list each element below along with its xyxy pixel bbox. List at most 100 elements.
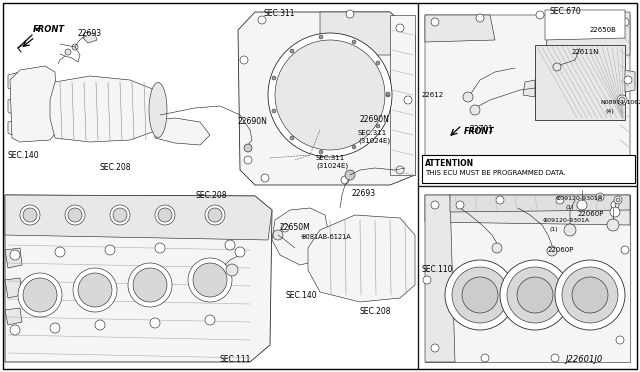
Text: N08911-1062G: N08911-1062G xyxy=(600,99,640,105)
Circle shape xyxy=(188,258,232,302)
Circle shape xyxy=(431,201,439,209)
Circle shape xyxy=(275,40,385,150)
Circle shape xyxy=(386,92,390,96)
Bar xyxy=(535,45,625,120)
Polygon shape xyxy=(425,15,495,42)
Text: ATTENTION: ATTENTION xyxy=(425,158,474,167)
Circle shape xyxy=(55,247,65,257)
Circle shape xyxy=(507,267,563,323)
Polygon shape xyxy=(50,76,158,142)
Text: (31024E): (31024E) xyxy=(358,138,390,144)
Text: ↙: ↙ xyxy=(33,23,42,33)
Text: 22060P: 22060P xyxy=(578,211,604,217)
Circle shape xyxy=(258,16,266,24)
Circle shape xyxy=(240,56,248,64)
Polygon shape xyxy=(420,5,635,183)
Circle shape xyxy=(205,205,225,225)
Circle shape xyxy=(113,208,127,222)
Circle shape xyxy=(610,207,620,217)
Polygon shape xyxy=(625,70,635,92)
Circle shape xyxy=(481,354,489,362)
Circle shape xyxy=(423,276,431,284)
Polygon shape xyxy=(238,12,415,185)
Circle shape xyxy=(205,315,215,325)
Circle shape xyxy=(23,208,37,222)
Circle shape xyxy=(50,323,60,333)
Circle shape xyxy=(621,156,629,164)
Circle shape xyxy=(596,193,604,201)
Text: 22650M: 22650M xyxy=(280,224,311,232)
Circle shape xyxy=(553,63,561,71)
Circle shape xyxy=(95,320,105,330)
Circle shape xyxy=(536,11,544,19)
Polygon shape xyxy=(425,195,630,362)
Text: SEC.311: SEC.311 xyxy=(263,10,294,19)
Polygon shape xyxy=(390,15,415,175)
Text: THIS ECU MUST BE PROGRAMMED DATA.: THIS ECU MUST BE PROGRAMMED DATA. xyxy=(425,170,566,176)
Polygon shape xyxy=(5,278,22,298)
Circle shape xyxy=(273,230,283,240)
Text: SEC.208: SEC.208 xyxy=(195,190,227,199)
Circle shape xyxy=(555,260,625,330)
Circle shape xyxy=(18,273,62,317)
Circle shape xyxy=(244,156,252,164)
Circle shape xyxy=(564,224,576,236)
Circle shape xyxy=(619,97,625,103)
Circle shape xyxy=(244,144,252,152)
Circle shape xyxy=(10,325,20,335)
Circle shape xyxy=(73,268,117,312)
Polygon shape xyxy=(5,195,272,362)
Text: 22690N: 22690N xyxy=(238,118,268,126)
Circle shape xyxy=(193,263,227,297)
Circle shape xyxy=(376,61,380,65)
Circle shape xyxy=(150,318,160,328)
Polygon shape xyxy=(545,10,625,40)
Text: 22650B: 22650B xyxy=(590,27,617,33)
Circle shape xyxy=(352,40,356,44)
Circle shape xyxy=(556,196,564,204)
Polygon shape xyxy=(320,12,415,55)
Circle shape xyxy=(290,136,294,140)
Circle shape xyxy=(517,277,553,313)
Polygon shape xyxy=(83,32,97,43)
Circle shape xyxy=(386,93,390,97)
Circle shape xyxy=(105,245,115,255)
Circle shape xyxy=(431,166,439,174)
Text: 23701: 23701 xyxy=(469,125,493,135)
Circle shape xyxy=(476,14,484,22)
Circle shape xyxy=(272,109,276,113)
Text: SEC.111: SEC.111 xyxy=(220,356,252,365)
Polygon shape xyxy=(545,12,630,58)
Polygon shape xyxy=(8,97,22,114)
Circle shape xyxy=(456,201,464,209)
Text: SEC.311: SEC.311 xyxy=(316,155,345,161)
Bar xyxy=(422,155,635,183)
Polygon shape xyxy=(523,80,535,97)
Polygon shape xyxy=(5,308,22,325)
Circle shape xyxy=(352,145,356,149)
Circle shape xyxy=(614,196,622,204)
Text: 22690N: 22690N xyxy=(360,115,390,125)
Text: SEC.670: SEC.670 xyxy=(550,7,582,16)
Circle shape xyxy=(572,277,608,313)
Circle shape xyxy=(476,174,484,182)
Circle shape xyxy=(431,18,439,26)
Circle shape xyxy=(208,208,222,222)
Text: SEC.208: SEC.208 xyxy=(100,164,131,173)
Text: SEC.208: SEC.208 xyxy=(360,308,392,317)
Text: ⊕09120-9301A: ⊕09120-9301A xyxy=(555,196,602,201)
Circle shape xyxy=(155,205,175,225)
Text: (4): (4) xyxy=(605,109,614,113)
Circle shape xyxy=(72,44,78,50)
Circle shape xyxy=(319,150,323,154)
Polygon shape xyxy=(8,119,22,135)
Circle shape xyxy=(431,344,439,352)
Circle shape xyxy=(577,200,587,210)
Circle shape xyxy=(376,124,380,128)
Circle shape xyxy=(272,76,276,80)
Circle shape xyxy=(470,105,480,115)
Circle shape xyxy=(235,247,245,257)
Polygon shape xyxy=(450,195,630,212)
Text: (31024E): (31024E) xyxy=(316,163,348,169)
Circle shape xyxy=(319,35,323,39)
